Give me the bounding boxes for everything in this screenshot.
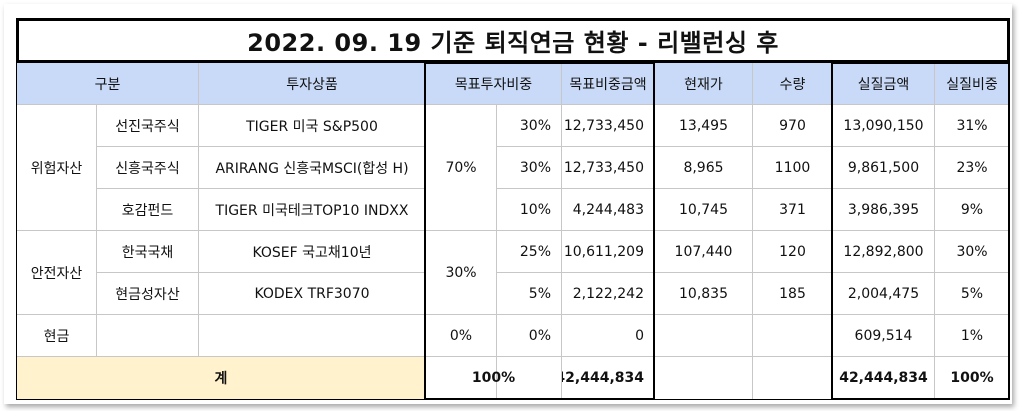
cell-qty (753, 315, 832, 356)
header-category: 구분 (17, 63, 198, 104)
cell-price: 13,495 (679, 117, 728, 134)
group-safe-assets: 안전자산 (30, 265, 83, 282)
cell-qty: 970 (779, 117, 806, 134)
cell-weight: 0% (528, 327, 551, 344)
cell-target-amount: 2,122,242 (572, 285, 644, 302)
header-actual-amount: 실질금액 (833, 63, 934, 104)
group-risk-assets: 위험자산 (30, 160, 83, 177)
cell-actual-weight: 5% (960, 285, 984, 302)
cell-subcategory: 한국국채 (121, 244, 174, 261)
cell-target-amount: 12,733,450 (563, 159, 644, 176)
cell-weight: 30% (519, 117, 551, 134)
grid-line (16, 104, 1010, 105)
cell-product: KODEX TRF3070 (254, 285, 370, 302)
total-qty-empty (753, 357, 832, 399)
grid-line (96, 62, 97, 356)
group-target-safe: 30% (445, 264, 477, 281)
grid-line (96, 188, 425, 189)
cell-weight: 5% (528, 285, 551, 302)
cell-actual-amount: 13,090,150 (843, 117, 924, 134)
grid-line (96, 272, 425, 273)
group-target-cash: 0% (449, 327, 473, 344)
cell-actual-weight: 30% (956, 243, 988, 260)
cell-qty: 1100 (774, 159, 811, 176)
cell-qty: 371 (779, 201, 806, 218)
cell-actual-amount: 3,986,395 (847, 201, 920, 218)
cell-weight: 30% (519, 159, 551, 176)
total-label: 계 (17, 357, 425, 399)
cell-target-amount: 10,611,209 (563, 243, 644, 260)
grid-line (496, 146, 1010, 147)
cell-weight: 10% (519, 201, 551, 218)
grid-line (16, 314, 1010, 315)
cell-price: 8,965 (683, 159, 724, 176)
cell-product: TIGER 미국 S&P500 (246, 118, 378, 135)
cell-subcategory: 선진국주식 (115, 118, 180, 135)
cell-price: 10,835 (679, 285, 728, 302)
group-target-risk: 70% (445, 159, 477, 176)
group-cash: 현금 (43, 328, 70, 345)
cell-actual-amount: 12,892,800 (843, 243, 924, 260)
grid-line (96, 146, 425, 147)
grid-line (496, 104, 497, 400)
total-price-empty (655, 357, 752, 399)
cell-product (199, 315, 425, 356)
cell-subcategory (97, 315, 198, 356)
cell-actual-amount: 2,004,475 (847, 285, 920, 302)
grid-line (934, 62, 935, 400)
cell-weight: 25% (519, 243, 551, 260)
sheet-title: 2022. 09. 19 기준 퇴직연금 현황 - 리밸런싱 후 (247, 28, 779, 57)
cell-actual-weight: 31% (956, 117, 988, 134)
cell-actual-weight: 9% (960, 201, 984, 218)
header-actual-weight: 실질비중 (935, 63, 1009, 104)
cell-actual-amount: 609,514 (854, 327, 913, 344)
grid-line (561, 62, 562, 400)
cell-target-amount: 0 (635, 327, 644, 344)
grid-line (16, 399, 1010, 400)
header-qty: 수량 (753, 63, 832, 104)
cell-actual-weight: 1% (960, 327, 984, 344)
cell-price: 10,745 (679, 201, 728, 218)
spreadsheet-frame: 2022. 09. 19 기준 퇴직연금 현황 - 리밸런싱 후 구분 투자상품… (4, 4, 1012, 404)
cell-subcategory: 신흥국주식 (115, 160, 180, 177)
cell-product: KOSEF 국고채10년 (252, 244, 372, 261)
cell-actual-weight: 23% (956, 159, 988, 176)
grid-line (16, 356, 1010, 357)
cell-subcategory: 호감펀드 (121, 202, 174, 219)
grid-line (752, 62, 753, 400)
cell-actual-amount: 9,861,500 (847, 159, 920, 176)
header-product: 투자상품 (199, 63, 425, 104)
cell-subcategory: 현금성자산 (115, 286, 180, 303)
total-actual-amount: 42,444,834 (839, 370, 928, 386)
cell-target-amount: 4,244,483 (572, 201, 644, 218)
pension-status-table: 2022. 09. 19 기준 퇴직연금 현황 - 리밸런싱 후 구분 투자상품… (16, 18, 1010, 400)
cell-price: 107,440 (674, 243, 733, 260)
cell-qty: 120 (779, 243, 806, 260)
total-weight: 100% (471, 370, 516, 386)
grid-line (16, 230, 1010, 231)
header-target-amount: 목표비중금액 (562, 63, 654, 104)
header-target-weight: 목표투자비중 (426, 63, 561, 104)
cell-price (655, 315, 752, 356)
grid-line (496, 272, 1010, 273)
cell-product: TIGER 미국테크TOP10 INDXX (215, 202, 409, 219)
header-price: 현재가 (655, 63, 752, 104)
total-actual-weight: 100% (950, 370, 994, 386)
grid-line (496, 188, 1010, 189)
grid-line (1009, 18, 1010, 400)
cell-qty: 185 (779, 285, 806, 302)
cell-product: ARIRANG 신흥국MSCI(합성 H) (215, 160, 409, 177)
total-target-amount: 42,444,834 (562, 370, 644, 386)
grid-line (198, 62, 199, 356)
cell-target-amount: 12,733,450 (563, 117, 644, 134)
